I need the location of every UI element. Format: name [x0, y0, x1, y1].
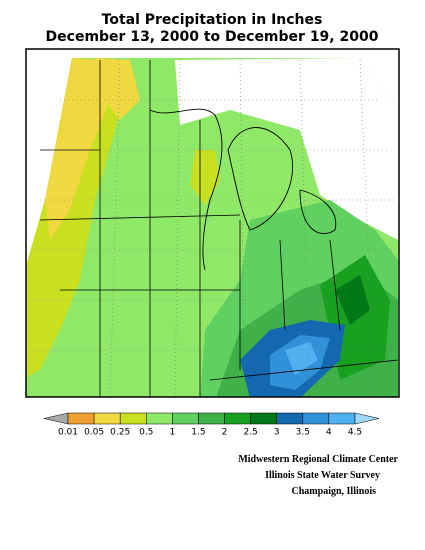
legend-label: 4.5	[348, 428, 362, 438]
legend-label: 1	[169, 428, 175, 438]
legend-swatch	[93, 412, 121, 425]
legend-label: 4	[326, 428, 332, 438]
legend-swatch	[250, 412, 277, 425]
map	[25, 48, 400, 398]
map-frame	[25, 48, 400, 398]
credit: Midwestern Regional Climate Center	[238, 454, 398, 465]
credit: Champaign, Illinois	[292, 486, 377, 497]
region-yellow-green	[26, 58, 118, 378]
region-yellow	[95, 58, 140, 120]
title-line: December 13, 2000 to December 19, 2000	[46, 29, 379, 45]
region-dark-green	[335, 275, 370, 325]
legend-swatch	[198, 412, 225, 425]
legend-swatch	[119, 412, 147, 425]
legend-label: 2.5	[243, 428, 257, 438]
legend-swatch	[172, 412, 199, 425]
region-yellow-green	[190, 150, 220, 205]
legend-swatch	[67, 412, 95, 425]
legend: 0.01 0.05 0.25 0.5 1 1.5 2 2.5 3 3.5 4 4.5	[43, 412, 380, 438]
legend-swatch	[276, 412, 304, 425]
legend-arrow	[43, 412, 69, 425]
legend-label: 0.5	[139, 428, 153, 438]
region-no-data	[175, 58, 398, 240]
legend-label: 3.5	[296, 428, 310, 438]
legend-label: 1.5	[191, 428, 205, 438]
legend-swatch	[302, 412, 330, 425]
state-lines	[39, 60, 399, 397]
graticule	[26, 59, 398, 397]
legend-label: 0.05	[84, 428, 104, 438]
lake-outlines	[149, 108, 337, 271]
credit: Illinois State Water Survey	[265, 470, 380, 481]
legend-swatch	[224, 412, 251, 425]
legend-label: 0.01	[58, 428, 78, 438]
legend-arrow	[354, 412, 380, 425]
region-yellow	[45, 58, 110, 240]
legend-label: 2	[222, 428, 228, 438]
legend-label: 0.25	[110, 428, 130, 438]
legend-label: 3	[274, 428, 280, 438]
title-line: Total Precipitation in Inches	[102, 12, 323, 28]
legend-swatch	[328, 412, 356, 425]
legend-swatch	[146, 412, 173, 425]
